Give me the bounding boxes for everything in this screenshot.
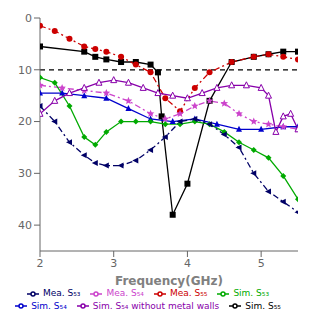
svg-text:4: 4 <box>184 257 191 270</box>
html-text:Sim. S₅₅: Sim. S₅₅ <box>245 300 281 311</box>
html-text:Mea. S₅₅: Mea. S₅₅ <box>169 288 208 298</box>
svg-text:20: 20 <box>18 115 32 128</box>
svg-text:2: 2 <box>37 257 44 270</box>
svg-text:40: 40 <box>18 219 32 232</box>
html-text:Sim. S₅₄ without metal walls: Sim. S₅₄ without metal walls <box>92 300 220 311</box>
svg-text:5: 5 <box>258 257 265 270</box>
svg-text:3: 3 <box>110 257 117 270</box>
svg-text:10: 10 <box>18 64 32 77</box>
svg-text:Frequency(GHz): Frequency(GHz) <box>115 274 223 288</box>
html-text:Sim. S₅₃: Sim. S₅₃ <box>233 288 269 298</box>
svg-text:0: 0 <box>25 12 32 25</box>
html-text:Sim. S₅₄: Sim. S₅₄ <box>31 300 67 311</box>
svg-text:30: 30 <box>18 167 32 180</box>
html-text:Mea. S₅₄: Mea. S₅₄ <box>106 288 144 298</box>
html-text:Mea. S₅₃: Mea. S₅₃ <box>43 288 81 298</box>
